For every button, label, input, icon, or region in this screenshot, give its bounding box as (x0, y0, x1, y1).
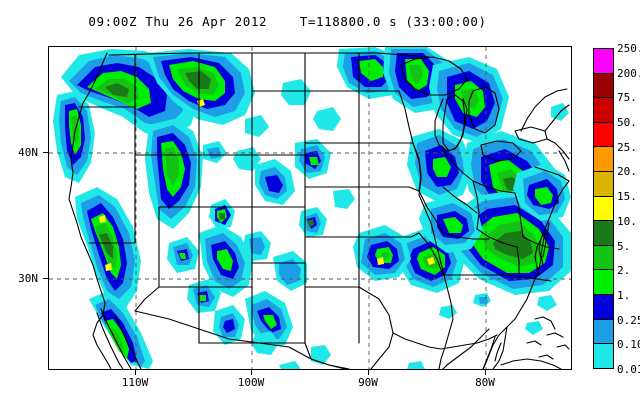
precip-southwest (213, 207, 327, 345)
map-plot-area (48, 46, 572, 370)
x-axis-label-110w: 110W (121, 376, 149, 389)
colorbar-band-4 (594, 147, 613, 173)
colorbar-band-12 (594, 344, 613, 368)
figure-title: 09:00Z Thu 26 Apr 2012 T=118800.0 s (33:… (88, 14, 487, 29)
y-tick-40n (43, 152, 48, 153)
colorbar-band-3 (594, 122, 613, 148)
colorbar-label-11: 0.25 (617, 313, 640, 327)
precip-great-basin (199, 225, 307, 347)
colorbar-label-7: 10. (617, 214, 637, 228)
colorbar-label-1: 200. (617, 66, 640, 80)
colorbar-band-1 (594, 73, 613, 99)
x-tick-90w (368, 370, 369, 375)
colorbar-label-12: 0.10 (617, 338, 640, 352)
colorbar-label-8: 5. (617, 239, 631, 253)
precip-sierra-nevada (75, 187, 141, 309)
precip-inland-northwest (145, 49, 255, 125)
precip-cumberland (353, 225, 411, 281)
precipitation-field (53, 47, 571, 369)
y-tick-30n (43, 278, 48, 279)
precip-southern-california (89, 291, 153, 369)
colorbar-label-2: 75. (617, 91, 637, 105)
colorbar-label-9: 2. (617, 264, 631, 278)
colorbar-band-6 (594, 196, 613, 222)
x-axis-label-90w: 90W (358, 376, 378, 389)
y-axis-label-40n: 40N (18, 146, 38, 159)
precip-northeast (513, 163, 571, 221)
colorbar-label-0: 250. (617, 42, 640, 55)
colorbar-band-7 (594, 221, 613, 246)
precip-rockies (145, 119, 203, 229)
colorbar-label-3: 50. (617, 116, 637, 130)
precip-mississippi-valley (419, 197, 483, 253)
colorbar-band-11 (594, 319, 613, 345)
colorbar-label-13: 0.01 (617, 363, 640, 376)
x-axis-label-100w: 100W (237, 376, 265, 389)
colorbar-band-5 (594, 172, 613, 197)
precip-lower-michigan (407, 129, 473, 203)
x-tick-110w (135, 370, 136, 375)
colorbar (593, 48, 614, 369)
colorbar-band-8 (594, 245, 613, 271)
x-axis-label-80w: 80W (475, 376, 495, 389)
y-axis-label-30n: 30N (18, 272, 38, 285)
map-canvas (49, 47, 571, 369)
x-tick-100w (251, 370, 252, 375)
map-boundaries (68, 52, 570, 369)
colorbar-label-10: 1. (617, 288, 631, 302)
colorbar-label-4: 25. (617, 140, 637, 154)
colorbar-band-9 (594, 270, 613, 296)
colorbar-band-2 (594, 98, 613, 123)
colorbar-label-5: 20. (617, 165, 637, 179)
precip-four-corners (255, 139, 331, 205)
colorbar-band-0 (594, 49, 613, 74)
precip-utah-cell (209, 199, 235, 229)
x-tick-80w (485, 370, 486, 375)
colorbar-label-6: 15. (617, 190, 637, 204)
colorbar-band-10 (594, 295, 613, 320)
